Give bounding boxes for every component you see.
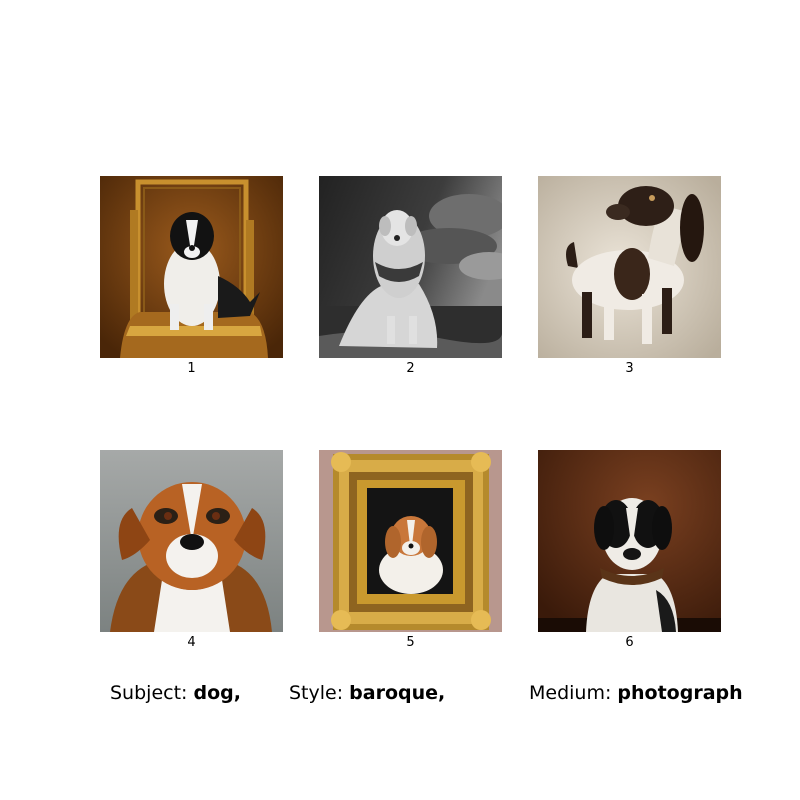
image-6: [538, 450, 721, 632]
image-caption: 6: [625, 635, 634, 650]
image-caption: 4: [187, 635, 196, 650]
medium-label: Medium:: [529, 682, 612, 704]
image-1-artwork: [100, 176, 283, 358]
image-3-artwork: [538, 176, 721, 358]
image-2-artwork: [319, 176, 502, 358]
prompt-subject: Subject: dog,: [110, 681, 241, 705]
image-5-artwork: [319, 450, 502, 632]
image-4-artwork: [100, 450, 283, 632]
image-1: [100, 176, 283, 358]
style-label: Style:: [289, 682, 344, 704]
image-4: [100, 450, 283, 632]
image-caption: 1: [187, 361, 196, 376]
image-caption: 5: [406, 635, 415, 650]
prompt-style: Style: baroque,: [289, 681, 445, 705]
subject-value: dog,: [193, 682, 241, 704]
style-value: baroque,: [349, 682, 446, 704]
image-caption: 2: [406, 361, 415, 376]
image-5: [319, 450, 502, 632]
image-2: [319, 176, 502, 358]
prompt-medium: Medium: photograph: [529, 681, 743, 705]
medium-value: photograph: [617, 682, 743, 704]
image-caption: 3: [625, 361, 634, 376]
image-3: [538, 176, 721, 358]
subject-label: Subject:: [110, 682, 188, 704]
image-6-artwork: [538, 450, 721, 632]
